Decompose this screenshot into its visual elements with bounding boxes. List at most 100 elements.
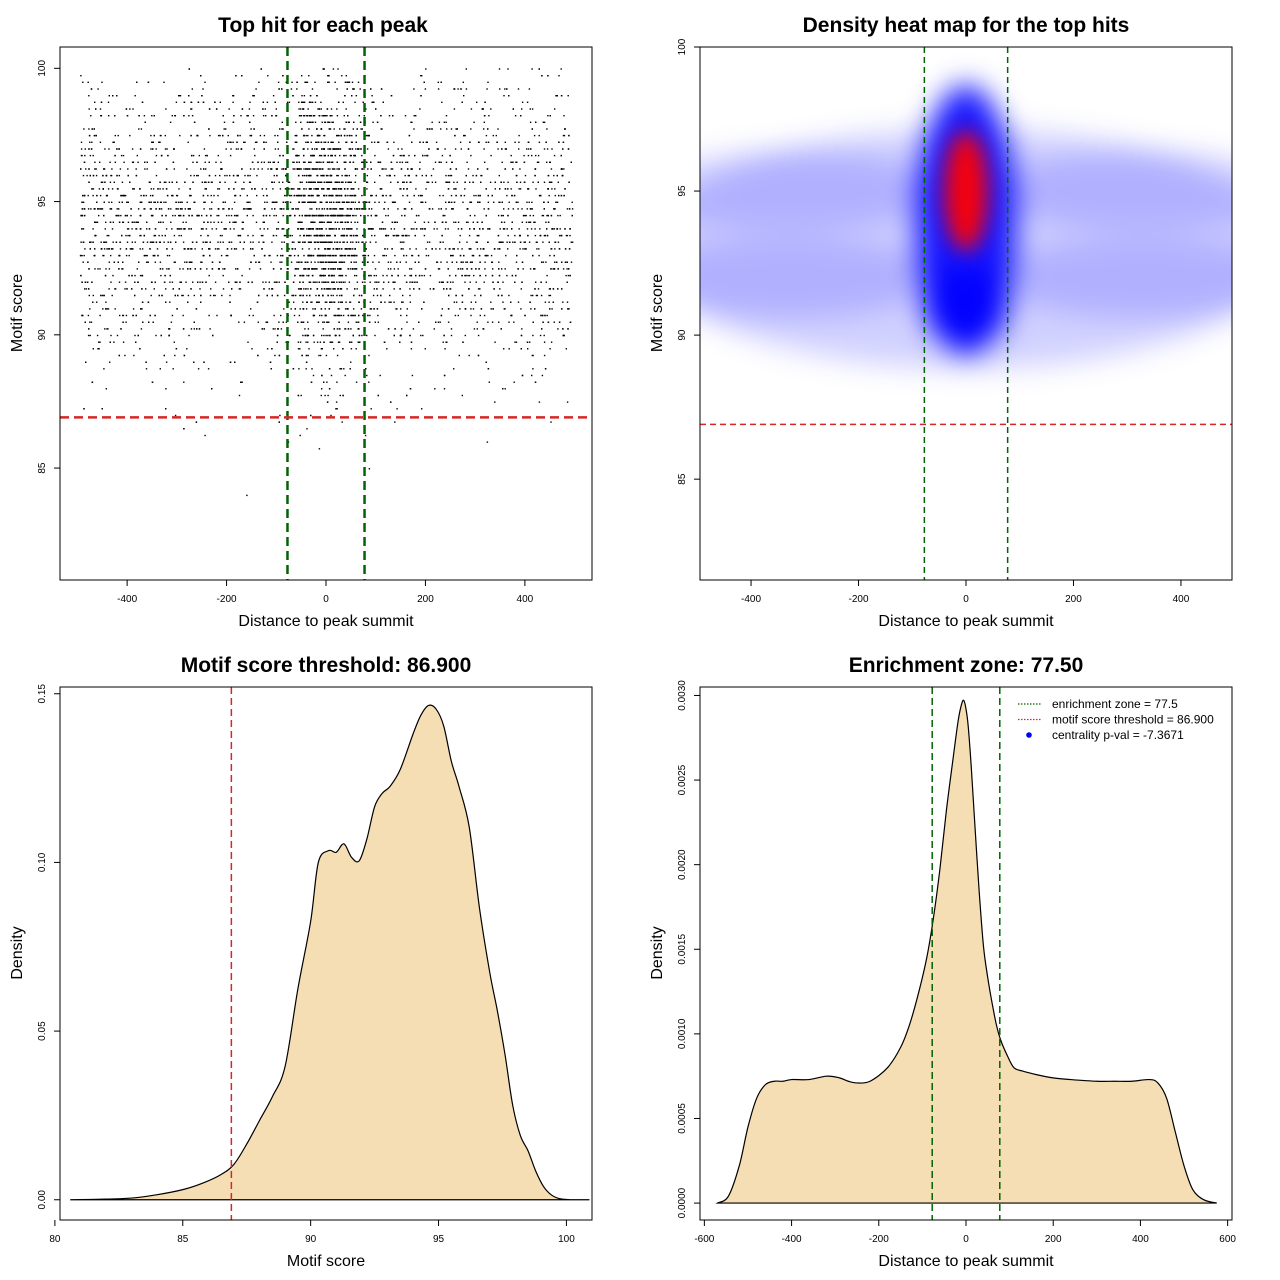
- scatter-point: [190, 288, 192, 290]
- scatter-point: [502, 214, 504, 217]
- scatter-point: [241, 188, 243, 190]
- scatter-point: [314, 101, 317, 103]
- scatter-point: [325, 174, 328, 177]
- scatter-point: [399, 188, 401, 190]
- scatter-point: [534, 168, 536, 170]
- scatter-point: [230, 148, 232, 150]
- scatter-point: [343, 128, 345, 130]
- scatter-point: [342, 181, 344, 183]
- scatter-point: [345, 181, 347, 183]
- scatter-point: [161, 214, 163, 217]
- scatter-point: [127, 228, 130, 230]
- scatter-point: [116, 148, 118, 150]
- scatter-point: [82, 314, 84, 317]
- scatter-point: [473, 121, 475, 123]
- scatter-point: [527, 188, 529, 190]
- scatter-point: [86, 174, 88, 177]
- scatter-point: [210, 214, 212, 217]
- scatter-point: [276, 174, 278, 177]
- scatter-point: [401, 161, 404, 163]
- scatter-point: [312, 254, 315, 257]
- scatter-point: [230, 214, 233, 217]
- scatter-point: [491, 321, 494, 323]
- scatter-point: [298, 214, 301, 217]
- scatter-point: [106, 234, 108, 237]
- scatter-point: [527, 148, 530, 150]
- scatter-point: [309, 281, 312, 283]
- scatter-point: [408, 154, 410, 157]
- scatter-point: [330, 201, 333, 203]
- scatter-point: [118, 148, 120, 150]
- scatter-point: [229, 228, 232, 230]
- scatter-point: [146, 261, 148, 263]
- scatter-point: [445, 174, 447, 177]
- scatter-point: [301, 75, 303, 77]
- scatter-point: [501, 161, 503, 163]
- scatter-point: [162, 268, 164, 270]
- scatter-point: [248, 108, 251, 110]
- scatter-point: [504, 188, 507, 190]
- scatter-point: [555, 201, 557, 203]
- scatter-point: [264, 201, 266, 203]
- scatter-point: [108, 201, 110, 203]
- scatter-point: [265, 214, 268, 217]
- scatter-point: [195, 308, 198, 310]
- scatter-point: [360, 208, 363, 210]
- scatter-point: [140, 194, 142, 197]
- scatter-point: [302, 301, 304, 303]
- scatter-point: [355, 261, 357, 263]
- scatter-point: [479, 314, 481, 317]
- scatter-point: [374, 201, 376, 203]
- scatter-point: [274, 148, 277, 150]
- scatter-point: [459, 268, 462, 270]
- scatter-point: [514, 341, 516, 343]
- scatter-point: [390, 168, 392, 170]
- scatter-point: [292, 161, 294, 163]
- scatter-point: [379, 174, 381, 177]
- scatter-point: [252, 234, 254, 237]
- scatter-point: [445, 121, 447, 123]
- scatter-point: [327, 181, 330, 183]
- scatter-point: [320, 228, 323, 230]
- scatter-point: [142, 321, 144, 323]
- scatter-point: [248, 208, 250, 210]
- scatter-point: [355, 348, 357, 350]
- scatter-point: [415, 228, 418, 230]
- scatter-point: [476, 221, 479, 223]
- scatter-point: [393, 228, 396, 230]
- scatter-point: [268, 281, 270, 283]
- scatter-point: [388, 301, 390, 303]
- scatter-point: [159, 368, 161, 370]
- scatter-point: [373, 141, 376, 143]
- scatter-point: [320, 181, 323, 183]
- scatter-point: [418, 321, 420, 323]
- scatter-point: [291, 81, 293, 83]
- scatter-point: [337, 308, 339, 310]
- scatter-point: [487, 228, 489, 230]
- scatter-point: [403, 181, 405, 183]
- scatter-point: [542, 121, 544, 123]
- scatter-point: [328, 228, 331, 230]
- scatter-point: [343, 201, 345, 203]
- scatter-point: [350, 348, 353, 350]
- scatter-point: [152, 254, 155, 257]
- scatter-point: [566, 261, 568, 263]
- scatter-point: [416, 281, 418, 283]
- scatter-point: [120, 328, 122, 330]
- scatter-point: [531, 108, 534, 110]
- scatter-point: [448, 294, 450, 297]
- scatter-point: [285, 188, 287, 190]
- scatter-point: [519, 248, 521, 250]
- scatter-point: [519, 181, 522, 183]
- scatter-point: [229, 174, 231, 177]
- scatter-point: [188, 115, 190, 117]
- scatter-point: [551, 308, 553, 310]
- scatter-point: [321, 274, 323, 277]
- scatter-point: [465, 174, 467, 177]
- scatter-point: [145, 368, 148, 370]
- scatter-point: [113, 141, 115, 143]
- scatter-point: [344, 254, 347, 257]
- scatter-point: [331, 161, 333, 163]
- scatter-point: [90, 148, 93, 150]
- scatter-point: [293, 314, 296, 317]
